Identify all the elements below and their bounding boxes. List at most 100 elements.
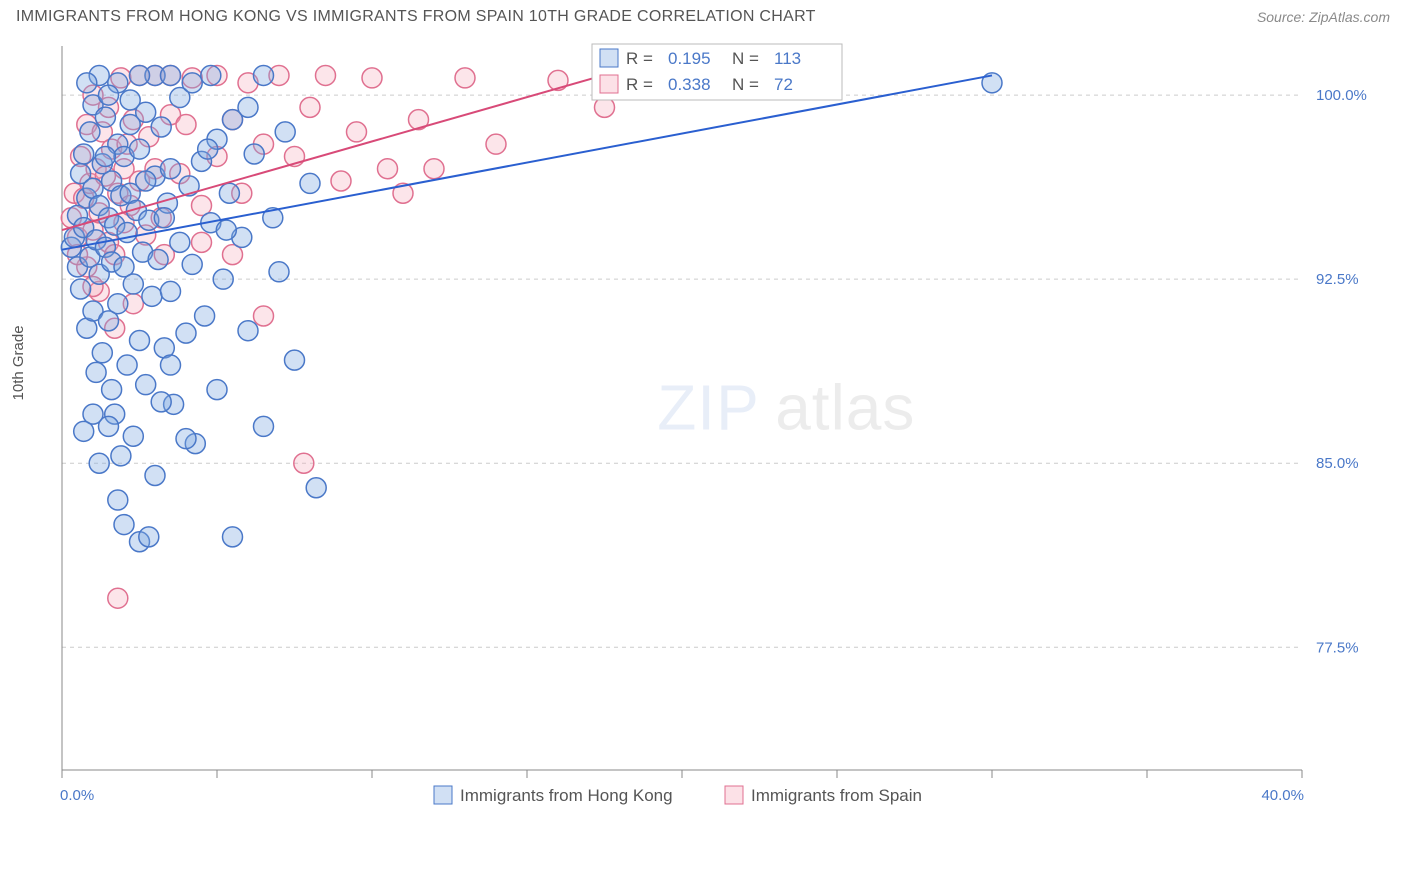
data-point-es [254,306,274,326]
svg-text:72: 72 [774,75,793,94]
data-point-hk [161,281,181,301]
svg-text:0.338: 0.338 [668,75,711,94]
data-point-hk [161,159,181,179]
y-tick-label: 92.5% [1316,271,1359,288]
data-point-hk [71,279,91,299]
data-point-hk [95,107,115,127]
data-point-hk [275,122,295,142]
data-point-hk [223,110,243,130]
data-point-hk [130,139,150,159]
data-point-hk [89,453,109,473]
data-point-es [347,122,367,142]
stats-legend: R = 0.195 N = 113 R = 0.338 N = 72 [592,44,842,100]
data-point-es [424,159,444,179]
data-point-hk [176,323,196,343]
data-point-hk [151,117,171,137]
svg-text:R =: R = [626,75,653,94]
data-point-hk [130,65,150,85]
svg-text:0.195: 0.195 [668,49,711,68]
data-point-hk [254,416,274,436]
data-point-hk [74,144,94,164]
data-point-hk [219,183,239,203]
svg-text:N =: N = [732,49,759,68]
data-point-hk [195,306,215,326]
x-tick-label: 0.0% [60,787,94,804]
data-point-hk [86,362,106,382]
data-point-hk [130,331,150,351]
data-point-hk [182,73,202,93]
data-point-es [294,453,314,473]
data-point-hk [102,380,122,400]
source-label: Source: ZipAtlas.com [1257,9,1390,25]
data-point-es [362,68,382,88]
data-point-hk [108,294,128,314]
data-point-hk [139,527,159,547]
y-tick-label: 85.0% [1316,455,1359,472]
data-point-hk [95,146,115,166]
scatter-plot: 77.5% 85.0% 92.5% 100.0% 0.0% 40.0% ZIPatlas R … [52,38,1382,838]
data-point-hk [216,220,236,240]
svg-text:ZIP: ZIP [657,372,760,444]
watermark: ZIPatlas [657,372,915,444]
data-point-es [176,115,196,135]
bottom-legend-label-es: Immigrants from Spain [751,786,922,805]
data-point-hk [74,421,94,441]
svg-text:N =: N = [732,75,759,94]
data-point-hk [92,343,112,363]
legend-swatch-es [600,75,618,93]
data-point-hk [213,269,233,289]
data-point-hk [170,232,190,252]
data-point-hk [123,274,143,294]
x-tick-label: 40.0% [1261,787,1304,804]
data-point-hk [136,375,156,395]
data-point-hk [201,65,221,85]
data-point-hk [108,490,128,510]
data-point-hk [114,515,134,535]
svg-text:R =: R = [626,49,653,68]
data-point-hk [161,355,181,375]
data-point-hk [142,286,162,306]
data-point-es [108,588,128,608]
y-tick-label: 77.5% [1316,639,1359,656]
chart-container: 10th Grade 77.5%85.0%92.5%100.0%0.0%40.0… [16,38,1390,838]
data-point-es [192,232,212,252]
data-point-hk [154,208,174,228]
svg-text:113: 113 [774,49,801,68]
data-point-es [316,65,336,85]
data-point-hk [176,429,196,449]
data-point-hk [269,262,289,282]
y-tick-label: 100.0% [1316,87,1367,104]
svg-text:atlas: atlas [775,372,915,444]
data-point-hk [151,392,171,412]
data-point-es [455,68,475,88]
data-point-hk [148,250,168,270]
bottom-legend-swatch-es [725,786,743,804]
data-point-hk [145,465,165,485]
data-point-hk [254,65,274,85]
data-point-es [486,134,506,154]
data-point-hk [123,426,143,446]
bottom-legend-label-hk: Immigrants from Hong Kong [460,786,673,805]
data-point-hk [207,380,227,400]
data-point-hk [80,122,100,142]
data-point-hk [300,173,320,193]
data-point-hk [238,321,258,341]
bottom-legend-swatch-hk [434,786,452,804]
y-axis-title: 10th Grade [10,325,27,400]
data-point-hk [306,478,326,498]
data-point-hk [161,65,181,85]
data-point-hk [198,139,218,159]
legend-swatch-hk [600,49,618,67]
data-point-es [300,97,320,117]
data-point-hk [285,350,305,370]
data-point-es [378,159,398,179]
data-point-hk [111,446,131,466]
data-point-hk [223,527,243,547]
data-point-hk [244,144,264,164]
data-point-hk [99,85,119,105]
data-point-hk [120,115,140,135]
data-point-hk [117,355,137,375]
data-point-hk [182,254,202,274]
chart-title: IMMIGRANTS FROM HONG KONG VS IMMIGRANTS … [16,8,816,26]
data-point-hk [77,73,97,93]
